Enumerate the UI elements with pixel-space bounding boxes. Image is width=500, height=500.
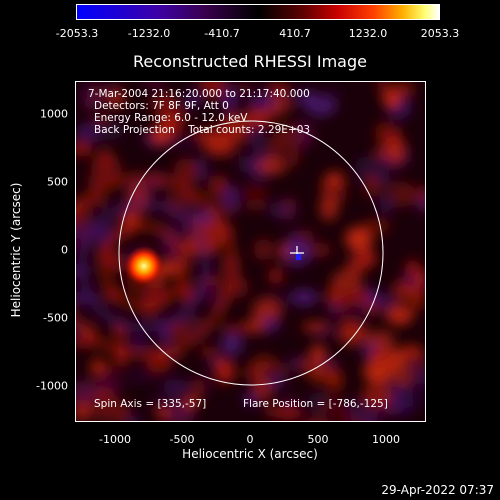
spin-axis-label: Spin Axis = [335,-57] bbox=[94, 398, 207, 410]
solar-limb bbox=[118, 120, 384, 386]
info-line: 7-Mar-2004 21:16:20.000 to 21:17:40.000 bbox=[88, 88, 310, 100]
y-tick: 0 bbox=[61, 243, 68, 257]
colorbar-tick: 1232.0 bbox=[348, 27, 388, 40]
flare-position-label: Flare Position = [-786,-125] bbox=[243, 398, 388, 410]
spin-axis-dot bbox=[296, 254, 301, 260]
x-tick: -1000 bbox=[99, 433, 131, 446]
info-line: Detectors: 7F 8F 9F, Att 0 bbox=[94, 100, 229, 112]
colorbar-tick: 410.7 bbox=[279, 27, 311, 40]
colorbar bbox=[76, 4, 440, 20]
colorbar-tick: -1232.0 bbox=[127, 27, 171, 40]
y-axis-title: Heliocentric Y (arcsec) bbox=[9, 182, 23, 318]
colorbar-tick: 2053.3 bbox=[420, 27, 460, 40]
colorbar-tick: -2053.3 bbox=[55, 27, 99, 40]
x-tick: 500 bbox=[307, 433, 329, 446]
flare-source bbox=[124, 246, 164, 286]
y-tick: 500 bbox=[47, 175, 68, 189]
y-tick: -1000 bbox=[36, 379, 68, 393]
x-tick: 1000 bbox=[372, 433, 400, 446]
info-line: Energy Range: 6.0 - 12.0 keV bbox=[94, 112, 248, 124]
y-tick: 1000 bbox=[40, 107, 68, 121]
rhessi-image bbox=[76, 82, 425, 421]
colorbar-tick: -410.7 bbox=[204, 27, 240, 40]
y-tick: -500 bbox=[43, 311, 68, 325]
x-tick: -500 bbox=[169, 433, 195, 446]
info-line: Back Projection Total counts: 2.29E+03 bbox=[94, 124, 311, 136]
x-axis-title: Heliocentric X (arcsec) bbox=[182, 447, 318, 461]
timestamp: 29-Apr-2022 07:37 bbox=[381, 483, 494, 497]
x-tick: 0 bbox=[246, 433, 254, 446]
plot-title: Reconstructed RHESSI Image bbox=[133, 52, 367, 71]
image-plot[interactable]: 7-Mar-2004 21:16:20.000 to 21:17:40.000 … bbox=[75, 81, 426, 422]
